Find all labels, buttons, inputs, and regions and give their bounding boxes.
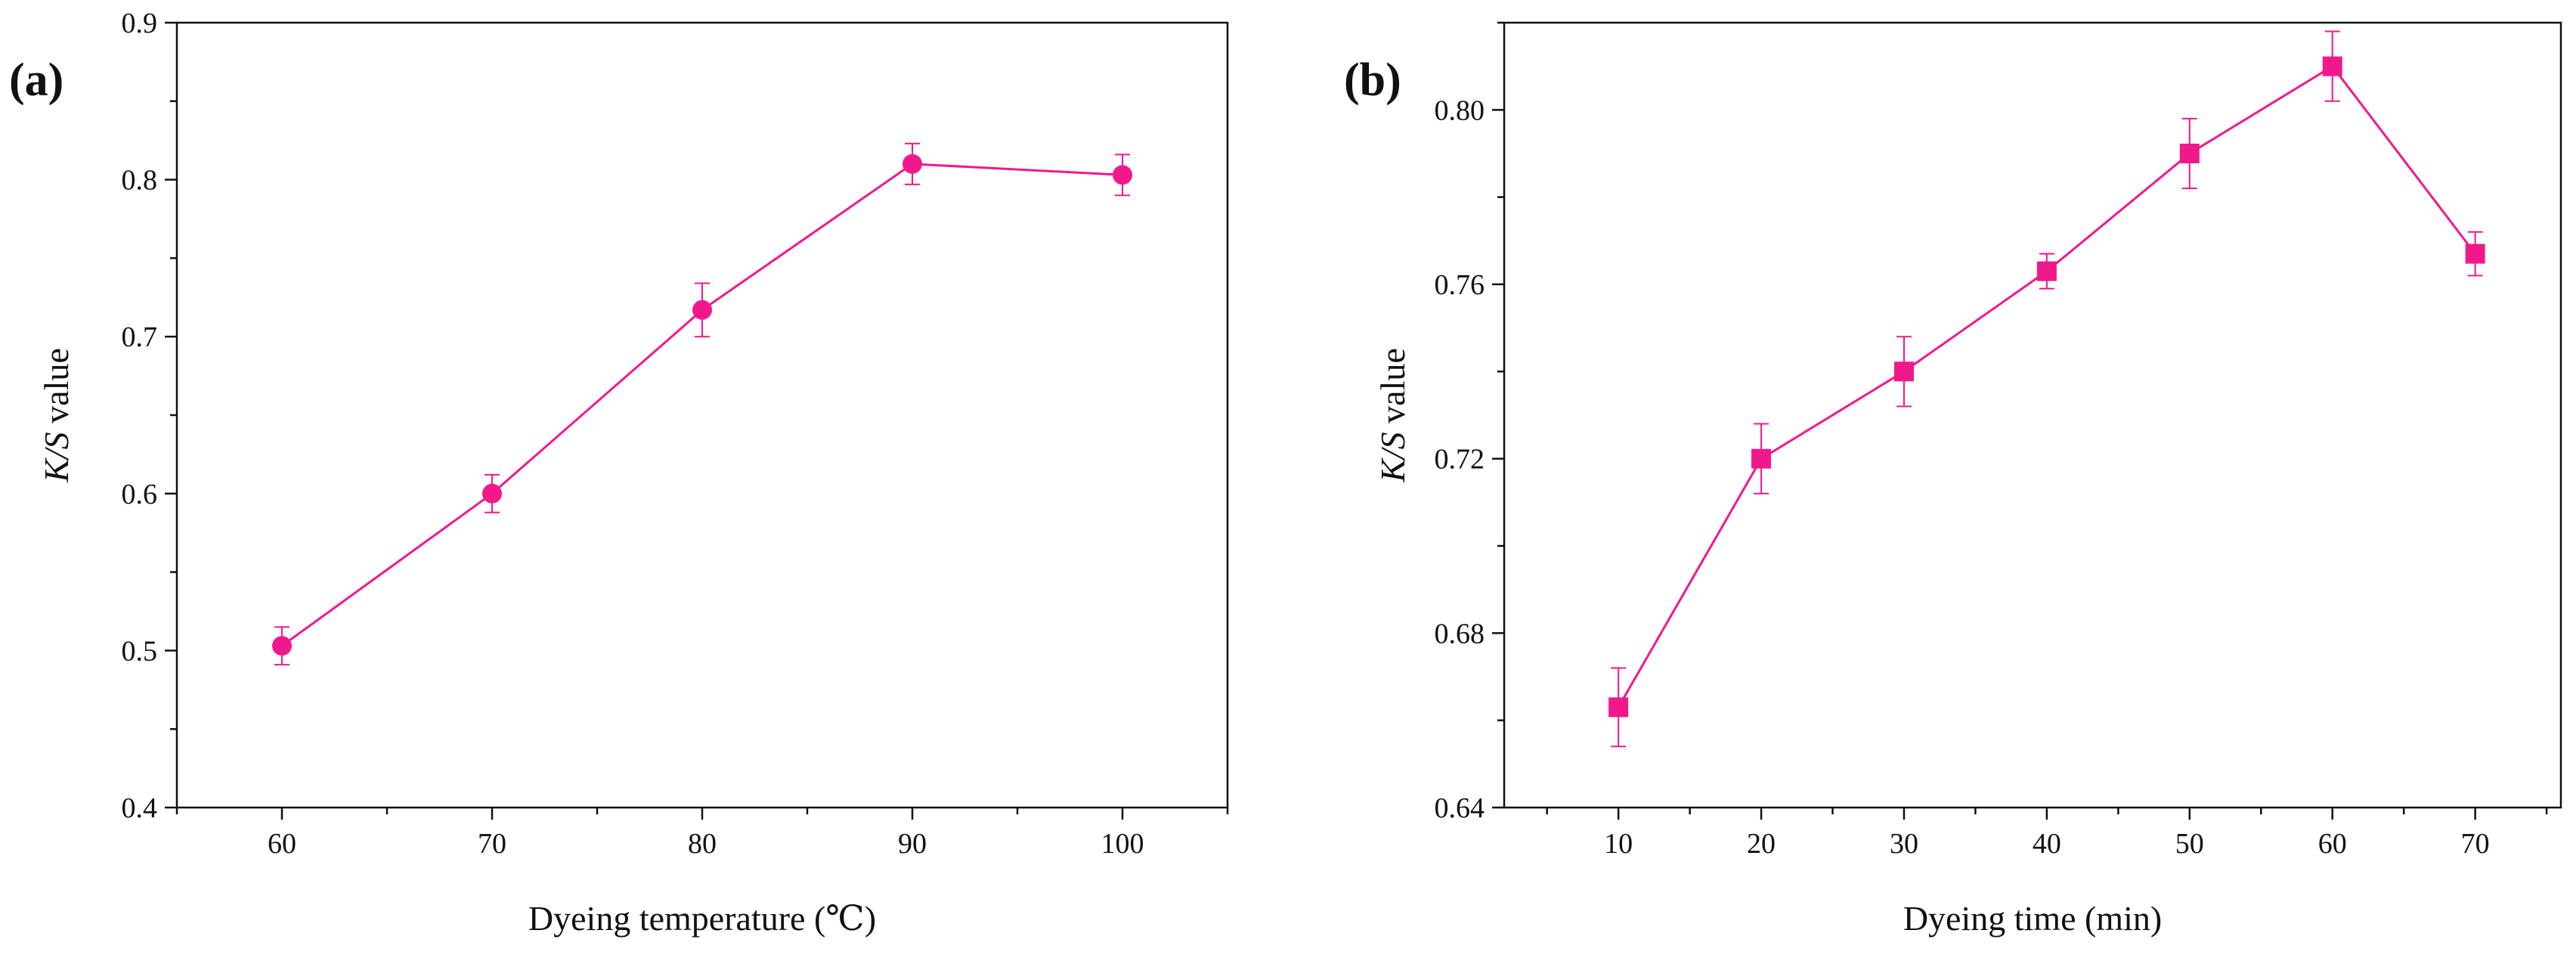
panel-a-x-tick-label: 70 xyxy=(478,828,506,860)
panel-a-y-tick-label: 0.7 xyxy=(122,321,158,353)
panel-a-panel-label: (a) xyxy=(9,54,63,106)
panel-a-y-tick-label: 0.8 xyxy=(122,165,158,197)
panel-b-x-tick-label: 60 xyxy=(2318,828,2347,860)
panel-b-x-tick-label: 20 xyxy=(1747,828,1776,860)
panel-b-data-point xyxy=(1751,448,1772,469)
panel-a-y-axis-title-italic: K/S xyxy=(37,432,76,482)
panel-a-y-axis-title: K/S value xyxy=(37,348,76,483)
panel-a-x-axis-title: Dyeing temperature (℃) xyxy=(528,899,876,938)
panel-b-y-tick-label: 0.72 xyxy=(1435,444,1485,476)
panel-b-x-tick-label: 40 xyxy=(2033,828,2061,860)
panel-a-y-tick-label: 0.9 xyxy=(122,8,158,39)
panel-a-data-point xyxy=(1113,165,1132,185)
panel-b-x-tick-label: 50 xyxy=(2175,828,2204,860)
panel-b-data-point xyxy=(2179,144,2200,163)
panel-b-x-tick-label: 30 xyxy=(1890,828,1918,860)
panel-b-panel-label: (b) xyxy=(1344,54,1401,106)
panel-a-x-tick-label: 80 xyxy=(688,828,717,860)
panel-b-x-tick-label: 10 xyxy=(1604,828,1633,860)
panel-a-x-tick-label: 60 xyxy=(268,828,296,860)
panel-b-data-point xyxy=(2465,243,2485,264)
panel-b-y-axis-title-italic: K/S xyxy=(1373,432,1412,482)
panel-a-y-tick-label: 0.5 xyxy=(122,635,158,667)
panel-b-y-tick-label: 0.80 xyxy=(1435,95,1485,126)
panel-b-series-line xyxy=(1617,64,2476,708)
panel-a-x-tick-label: 100 xyxy=(1101,828,1144,860)
panel-b-plot-frame xyxy=(1503,21,2562,809)
panel-a-y-tick-label: 0.6 xyxy=(122,479,158,510)
panel-b-data-point xyxy=(2322,56,2342,76)
panel-a-data-point xyxy=(272,636,292,656)
panel-b-y-tick-label: 0.76 xyxy=(1435,269,1485,301)
panel-b-y-tick-label: 0.64 xyxy=(1435,792,1485,824)
panel-b-y-axis-title: K/S value xyxy=(1373,348,1412,483)
panel-b-data-point xyxy=(1608,697,1629,718)
panel-b-data-point xyxy=(2036,261,2057,281)
panel-a-series-line xyxy=(281,163,1123,647)
panel-a-data-point xyxy=(903,153,922,174)
panel-b-x-tick-label: 70 xyxy=(2461,828,2490,860)
panel-a-y-tick-label: 0.4 xyxy=(122,792,158,824)
panel-a-plot-frame xyxy=(175,21,1229,809)
panel-a-data-point xyxy=(482,483,502,504)
panel-b-x-axis-title: Dyeing time (min) xyxy=(1903,899,2162,938)
panel-b-y-tick-label: 0.68 xyxy=(1435,618,1485,650)
panel-a-x-tick-label: 90 xyxy=(898,828,927,860)
panel-b-data-point xyxy=(1893,361,1914,382)
panel-b-y-axis-title-rest: value xyxy=(1373,348,1412,432)
panel-a-data-point xyxy=(692,299,712,320)
panel-a-y-axis-title-rest: value xyxy=(37,348,76,432)
